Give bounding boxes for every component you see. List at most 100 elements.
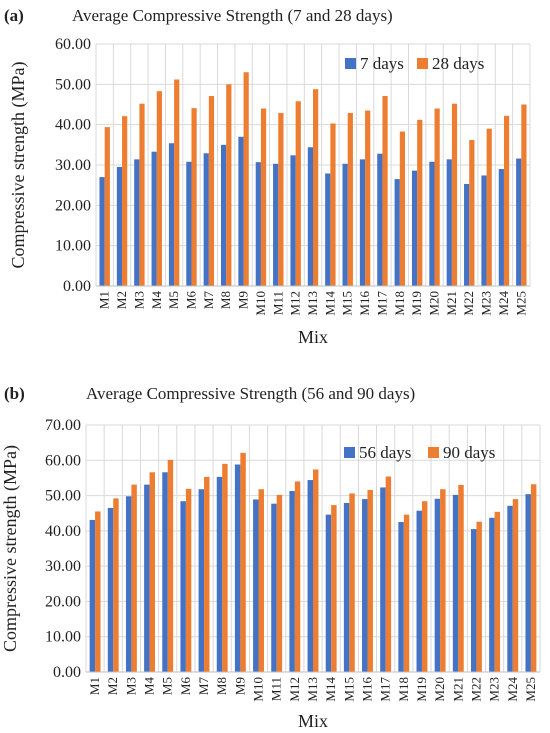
x-tick-label: M6 — [178, 677, 193, 696]
x-tick-label: M19 — [414, 677, 429, 702]
bar-56-days-M4 — [144, 484, 150, 672]
x-tick-label: M15 — [340, 291, 355, 316]
x-tick-label: M24 — [496, 291, 511, 316]
bar-90-days-M12 — [294, 481, 301, 672]
bar-28-days-M5 — [174, 79, 180, 286]
bar-90-days-M1 — [95, 511, 101, 672]
x-tick-label: M7 — [196, 677, 211, 696]
bar-56-days-M10 — [253, 499, 259, 672]
x-tick-label: M17 — [374, 291, 389, 316]
x-tick-label: M20 — [432, 677, 447, 702]
x-tick-label: M9 — [236, 291, 251, 309]
bar-28-days-M7 — [208, 96, 215, 286]
bar-90-days-M22 — [476, 521, 482, 672]
bar-90-days-M10 — [258, 489, 264, 672]
bar-28-days-M18 — [399, 131, 406, 286]
bar-90-days-M7 — [204, 476, 210, 672]
panel-label-b: (b) — [4, 384, 25, 403]
bar-56-days-M23 — [489, 517, 495, 672]
bar-7-days-M23 — [481, 175, 487, 286]
bar-28-days-M19 — [417, 119, 423, 287]
bar-28-days-M6 — [191, 108, 197, 286]
y-tick-label: 70.00 — [45, 417, 81, 434]
legend-label-90-days: 90 days — [443, 443, 495, 462]
y-axis-label: Compressive strength (MPa) — [8, 62, 29, 269]
bar-56-days-M1 — [89, 519, 96, 672]
x-tick-label: M13 — [305, 677, 320, 702]
legend-swatch-28-days — [417, 58, 428, 69]
x-tick-label: M22 — [461, 291, 476, 316]
bar-56-days-M12 — [289, 490, 295, 672]
x-tick-label: M4 — [149, 291, 164, 310]
x-axis-label: Mix — [298, 327, 328, 347]
bar-28-days-M3 — [139, 103, 145, 287]
bar-7-days-M8 — [220, 144, 227, 286]
bar-7-days-M14 — [325, 173, 331, 286]
bar-7-days-M17 — [377, 153, 383, 286]
bar-56-days-M22 — [470, 529, 477, 672]
bar-90-days-M2 — [113, 498, 119, 672]
y-tick-label: 10.00 — [45, 629, 81, 646]
y-tick-label: 40.00 — [55, 117, 91, 134]
bar-56-days-M24 — [507, 505, 513, 672]
bar-56-days-M14 — [325, 514, 332, 672]
bar-7-days-M13 — [307, 147, 313, 286]
bar-28-days-M21 — [451, 103, 458, 287]
bar-28-days-M11 — [278, 112, 284, 286]
x-tick-label: M13 — [305, 291, 320, 316]
x-tick-label: M2 — [114, 291, 129, 309]
x-tick-label: M11 — [270, 291, 285, 315]
bar-7-days-M22 — [464, 183, 470, 286]
bar-28-days-M23 — [486, 128, 492, 286]
chart-panel-b: (b) Average Compressive Strength (56 and… — [0, 370, 550, 733]
bar-90-days-M3 — [131, 484, 137, 672]
y-tick-label: 30.00 — [45, 558, 81, 575]
chart-title-b: Average Compressive Strength (56 and 90 … — [86, 384, 416, 403]
bar-90-days-M11 — [276, 494, 283, 672]
bar-28-days-M2 — [122, 116, 128, 287]
bar-28-days-M17 — [382, 96, 388, 286]
x-tick-label: M1 — [87, 677, 102, 695]
bar-56-days-M9 — [234, 464, 241, 672]
bar-90-days-M8 — [222, 463, 228, 672]
bar-7-days-M20 — [429, 161, 435, 286]
y-tick-label: 50.00 — [55, 76, 91, 93]
bar-28-days-M9 — [243, 72, 249, 286]
bar-90-days-M5 — [167, 459, 174, 672]
bar-7-days-M1 — [99, 177, 105, 286]
bar-90-days-M21 — [458, 484, 464, 672]
bar-28-days-M12 — [295, 101, 301, 286]
bar-56-days-M8 — [216, 476, 223, 672]
bar-90-days-M23 — [494, 511, 501, 672]
y-tick-label: 50.00 — [45, 488, 81, 505]
x-tick-label: M20 — [427, 291, 442, 316]
x-tick-label: M10 — [251, 677, 266, 702]
bar-56-days-M13 — [307, 480, 313, 672]
bar-28-days-M20 — [434, 108, 440, 287]
bar-7-days-M3 — [134, 159, 140, 286]
bar-56-days-M16 — [362, 499, 368, 672]
bar-56-days-M17 — [380, 487, 386, 672]
bar-7-days-M12 — [290, 155, 296, 286]
x-tick-label: M3 — [131, 291, 146, 309]
bar-90-days-M15 — [349, 493, 355, 672]
bar-56-days-M21 — [452, 494, 459, 672]
bar-7-days-M15 — [342, 163, 348, 286]
x-tick-label: M8 — [214, 677, 229, 695]
x-tick-label: M4 — [142, 677, 157, 696]
bar-28-days-M8 — [226, 84, 232, 286]
bar-28-days-M15 — [347, 112, 353, 286]
bar-56-days-M2 — [107, 507, 114, 672]
bar-7-days-M21 — [446, 159, 452, 286]
bar-56-days-M20 — [434, 498, 441, 672]
bar-7-days-M7 — [203, 153, 209, 286]
y-tick-label: 60.00 — [45, 452, 81, 469]
legend-label-28-days: 28 days — [432, 54, 484, 73]
y-tick-label: 10.00 — [55, 238, 91, 255]
bar-7-days-M6 — [186, 161, 192, 286]
bar-90-days-M17 — [385, 476, 392, 672]
legend-swatch-56-days — [344, 447, 355, 458]
x-tick-label: M6 — [183, 291, 198, 310]
bar-7-days-M24 — [498, 169, 504, 286]
bar-90-days-M19 — [421, 501, 428, 672]
